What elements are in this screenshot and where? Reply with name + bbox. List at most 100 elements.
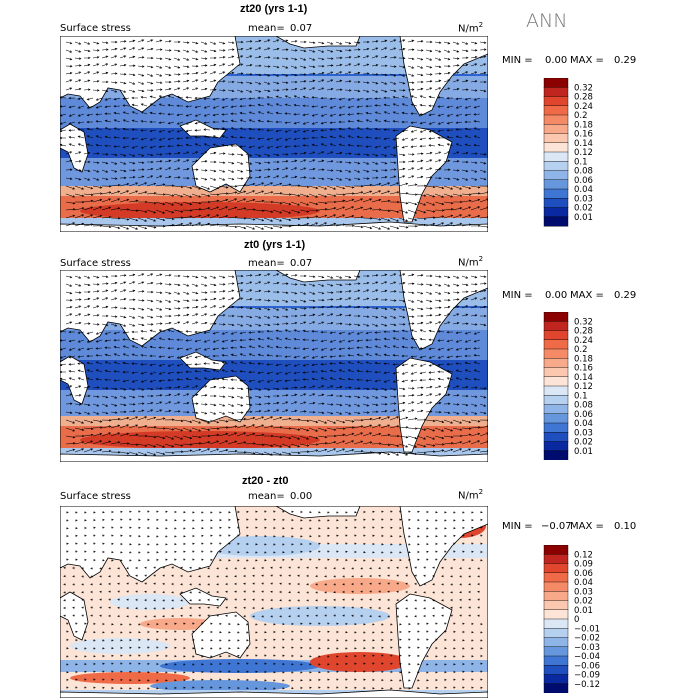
wind-vector [371,662,375,665]
wind-vector [290,443,301,448]
wind-vector [363,510,366,514]
wind-vector [254,526,258,529]
wind-vector [92,41,100,45]
wind-vector [434,79,442,83]
wind-vector [362,63,370,67]
wind-vector [398,281,406,285]
wind-vector [209,427,220,430]
wind-vector [216,583,220,586]
wind-vector [281,671,285,674]
wind-vector [470,177,478,181]
wind-vector [200,526,204,530]
colorbar-label: 0.01 [574,447,593,457]
wind-vector [101,411,109,415]
wind-vector [290,159,298,163]
wind-vector [254,199,265,203]
wind-vector [209,79,217,83]
wind-vector [320,347,328,351]
wind-vector [191,208,202,211]
wind-vector [335,71,343,75]
wind-vector [164,663,168,666]
wind-vector [149,337,157,341]
wind-vector [416,65,424,69]
colorbar-bin [543,339,569,350]
wind-vector [308,655,312,658]
wind-vector [461,41,469,45]
wind-vector [108,606,112,609]
wind-vector [155,443,166,448]
wind-vector [200,160,208,163]
wind-vector [65,527,69,530]
wind-vector [254,89,262,93]
wind-vector [398,167,406,171]
wind-vector [369,574,373,578]
wind-vector [254,176,262,179]
wind-vector [137,416,148,421]
wind-vector [317,185,328,190]
wind-vector [326,160,334,163]
wind-vector [210,394,217,398]
wind-vector [371,639,375,642]
wind-vector [320,363,328,366]
wind-vector [155,217,166,221]
wind-vector [470,290,478,293]
wind-vector [320,113,328,117]
wind-vector [164,152,172,155]
wind-vector [209,49,217,53]
wind-vector [347,127,355,131]
wind-vector [68,129,76,132]
wind-vector [203,355,211,358]
wind-vector [443,177,451,180]
wind-vector [335,534,339,537]
wind-vector [263,168,271,171]
wind-vector [144,598,148,602]
wind-vector [353,63,361,67]
wind-vector [344,290,352,293]
wind-vector [203,339,211,343]
panel-3-max-label: MAX = [570,521,604,532]
wind-vector [110,526,114,529]
wind-vector [356,127,364,131]
wind-vector [308,527,312,530]
wind-vector [236,670,240,673]
wind-vector [63,583,67,586]
wind-vector [462,630,465,634]
wind-vector [398,623,402,626]
wind-vector [225,598,229,601]
wind-vector [279,574,283,577]
wind-vector [410,103,418,107]
wind-vector [245,417,256,421]
wind-vector [126,574,130,578]
wind-vector [194,355,202,359]
wind-vector [317,647,321,650]
wind-vector [173,663,177,666]
wind-vector [326,622,330,625]
wind-vector [263,559,267,562]
wind-vector [380,307,388,311]
wind-vector [131,379,139,383]
wind-vector [396,574,400,577]
wind-vector [353,678,357,681]
wind-vector [324,606,328,609]
wind-vector [473,135,481,139]
wind-vector [266,345,274,349]
wind-vector [470,89,478,92]
wind-vector [378,582,382,585]
wind-vector [344,386,352,389]
wind-vector [365,379,373,382]
wind-vector [137,451,148,456]
wind-vector [119,281,127,285]
wind-vector [126,606,130,610]
season-label: ANN [526,10,568,32]
wind-vector [380,190,391,195]
wind-vector [470,224,481,228]
wind-vector [200,622,204,625]
wind-vector [236,169,244,173]
wind-vector [392,363,400,366]
wind-vector [407,535,411,538]
wind-vector [239,370,247,373]
wind-vector [437,129,445,133]
colorbar-label: −0.06 [574,661,600,671]
wind-vector [173,435,184,440]
wind-vector [479,153,487,156]
